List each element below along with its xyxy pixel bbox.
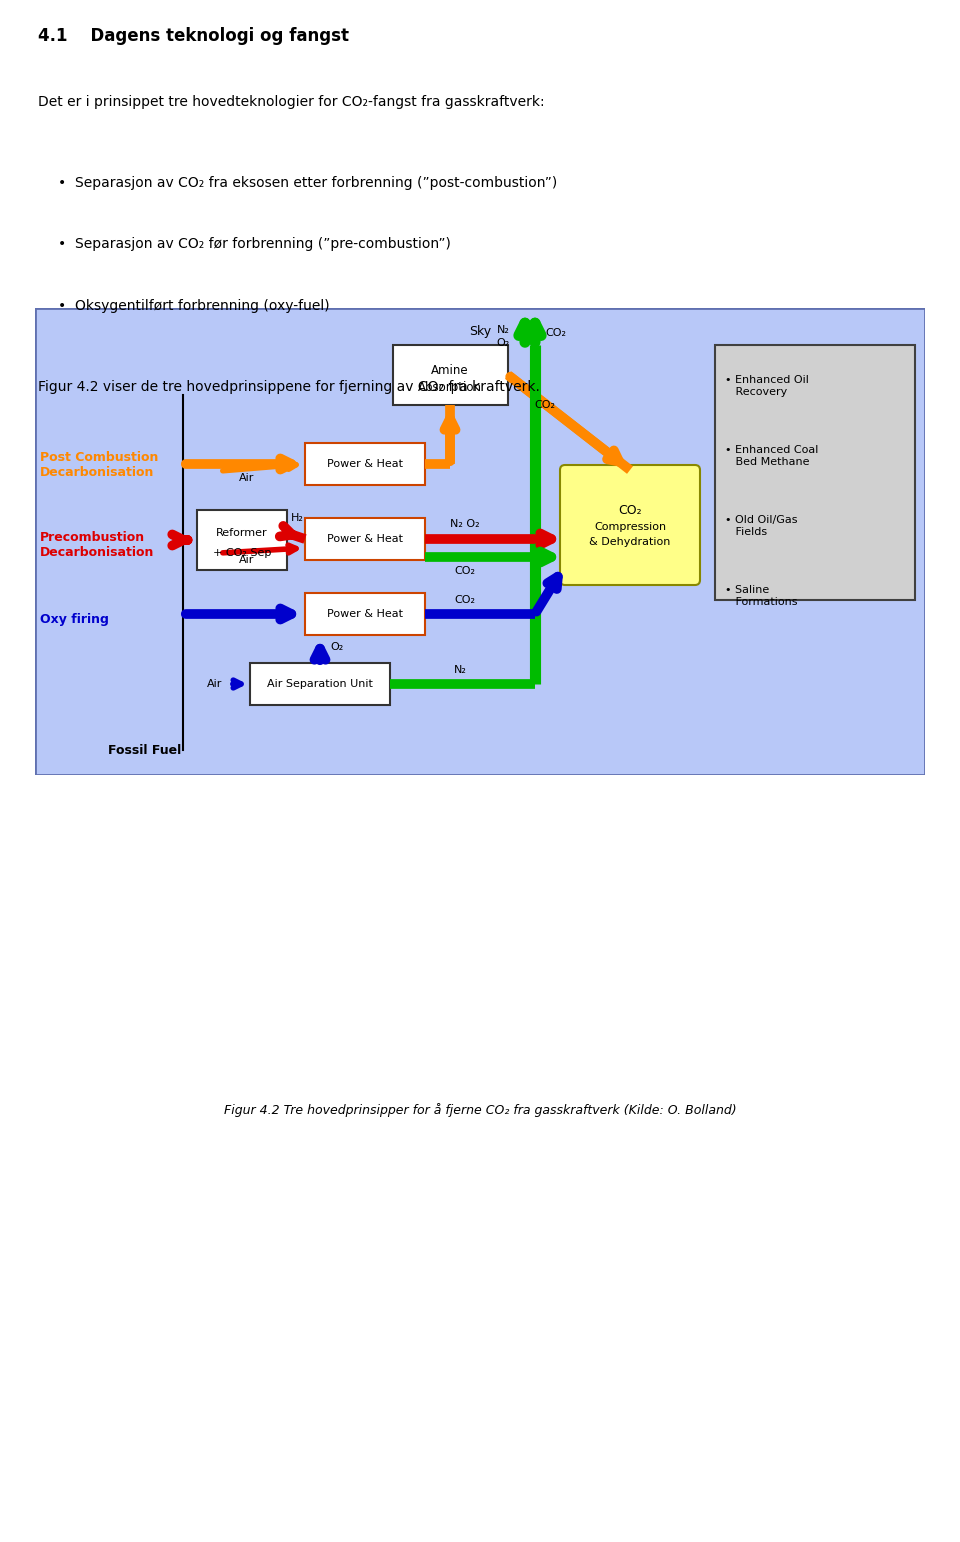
Text: Oxy firing: Oxy firing — [40, 614, 108, 626]
Text: Amine: Amine — [431, 364, 468, 376]
FancyBboxPatch shape — [393, 345, 508, 406]
Text: N₂: N₂ — [453, 665, 467, 675]
Text: Absorption: Absorption — [418, 381, 482, 393]
Text: + CO₂ Sep: + CO₂ Sep — [213, 547, 271, 558]
Text: O₂: O₂ — [496, 338, 510, 348]
Text: •  Oksygentilført forbrenning (oxy-fuel): • Oksygentilført forbrenning (oxy-fuel) — [58, 299, 329, 313]
Text: •  Separasjon av CO₂ fra eksosen etter forbrenning (”post-combustion”): • Separasjon av CO₂ fra eksosen etter fo… — [58, 176, 557, 190]
Text: Power & Heat: Power & Heat — [327, 460, 403, 469]
FancyBboxPatch shape — [715, 345, 915, 600]
Text: Power & Heat: Power & Heat — [327, 609, 403, 618]
Text: Air: Air — [207, 678, 223, 689]
Text: Power & Heat: Power & Heat — [327, 534, 403, 544]
FancyBboxPatch shape — [305, 443, 425, 486]
Text: Air: Air — [239, 555, 254, 564]
Text: & Dehydration: & Dehydration — [589, 537, 671, 547]
Text: Compression: Compression — [594, 523, 666, 532]
Text: Air: Air — [239, 473, 254, 483]
Text: Fossil Fuel: Fossil Fuel — [108, 743, 181, 757]
FancyBboxPatch shape — [250, 663, 390, 705]
FancyBboxPatch shape — [35, 308, 925, 776]
Text: • Old Oil/Gas
   Fields: • Old Oil/Gas Fields — [725, 515, 798, 537]
FancyBboxPatch shape — [305, 594, 425, 635]
Text: Det er i prinsippet tre hovedteknologier for CO₂-fangst fra gasskraftverk:: Det er i prinsippet tre hovedteknologier… — [38, 96, 545, 109]
Text: Figur 4.2 Tre hovedprinsipper for å fjerne CO₂ fra gasskraftverk (Kilde: O. Boll: Figur 4.2 Tre hovedprinsipper for å fjer… — [224, 1103, 736, 1118]
Text: Post Combustion
Decarbonisation: Post Combustion Decarbonisation — [40, 450, 158, 480]
Text: Air Separation Unit: Air Separation Unit — [267, 678, 372, 689]
Text: • Enhanced Oil
   Recovery: • Enhanced Oil Recovery — [725, 375, 809, 396]
FancyBboxPatch shape — [305, 518, 425, 560]
Text: H₂: H₂ — [291, 513, 303, 523]
Text: • Enhanced Coal
   Bed Methane: • Enhanced Coal Bed Methane — [725, 446, 818, 467]
Text: O₂: O₂ — [330, 641, 344, 652]
Text: CO₂: CO₂ — [454, 595, 475, 604]
Text: N₂ O₂: N₂ O₂ — [450, 520, 480, 529]
Text: CO₂: CO₂ — [454, 566, 475, 577]
Text: Sky: Sky — [468, 325, 492, 338]
Text: • Saline
   Formations: • Saline Formations — [725, 584, 798, 606]
Text: Reformer: Reformer — [216, 527, 268, 538]
Text: Figur 4.2 viser de tre hovedprinsippene for fjerning av CO₂ fra kraftverk.: Figur 4.2 viser de tre hovedprinsippene … — [38, 379, 540, 393]
FancyBboxPatch shape — [560, 466, 700, 584]
Text: Precombustion
Decarbonisation: Precombustion Decarbonisation — [40, 530, 155, 560]
Text: 4.1    Dagens teknologi og fangst: 4.1 Dagens teknologi og fangst — [38, 28, 349, 45]
FancyBboxPatch shape — [197, 510, 287, 571]
Text: CO₂: CO₂ — [535, 399, 556, 410]
Text: N₂: N₂ — [496, 325, 510, 335]
Text: CO₂: CO₂ — [545, 328, 566, 338]
Text: CO₂: CO₂ — [618, 504, 642, 517]
Text: •  Separasjon av CO₂ før forbrenning (”pre-combustion”): • Separasjon av CO₂ før forbrenning (”pr… — [58, 237, 450, 251]
